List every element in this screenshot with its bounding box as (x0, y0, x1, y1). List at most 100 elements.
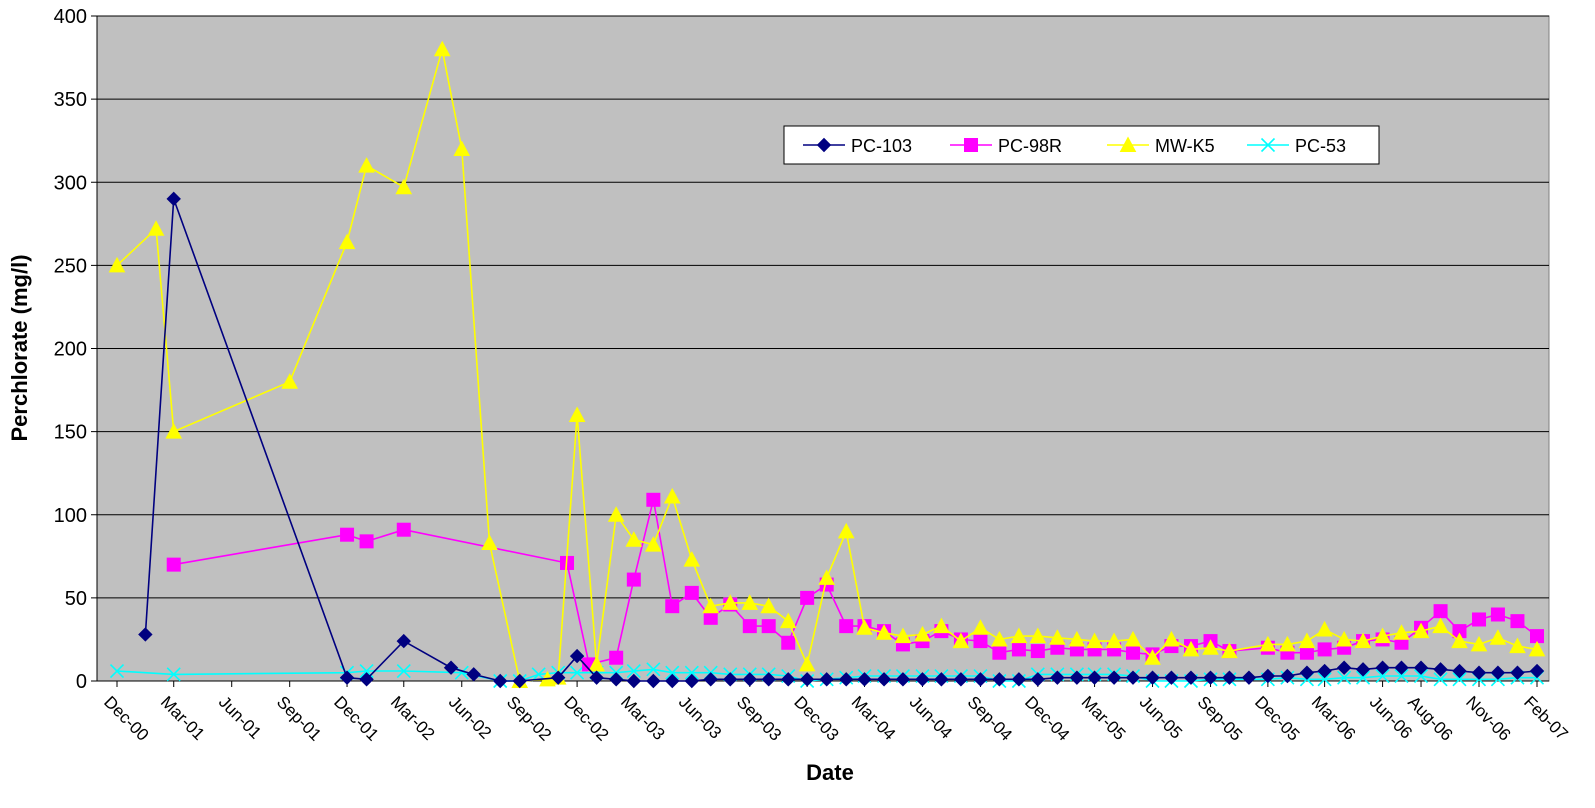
marker-triangle (1202, 639, 1219, 655)
marker-triangle (1489, 629, 1507, 645)
marker-triangle (1509, 637, 1526, 654)
marker-triangle (741, 594, 759, 610)
marker-diamond (550, 670, 566, 685)
y-tick-label: 100 (54, 505, 87, 527)
marker-triangle (147, 220, 165, 236)
y-tick-label: 250 (54, 255, 87, 277)
marker-x (109, 663, 125, 679)
x-tick-label: Mar-03 (617, 692, 669, 744)
marker-triangle (481, 534, 498, 551)
marker-diamond (761, 672, 776, 687)
marker-x (646, 662, 661, 677)
marker-square (1317, 642, 1332, 657)
marker-triangle (1259, 635, 1277, 652)
marker-square (1510, 614, 1525, 629)
marker-triangle (1163, 630, 1180, 647)
marker-triangle (1279, 635, 1296, 652)
marker-diamond (1241, 670, 1257, 685)
x-tick-label: Dec-03 (790, 692, 842, 744)
x-tick-label: Sep-02 (503, 692, 555, 744)
marker-diamond (166, 191, 181, 207)
marker-diamond (646, 673, 661, 689)
marker-diamond (1011, 672, 1027, 687)
marker-triangle (358, 157, 375, 173)
marker-diamond (1355, 662, 1371, 677)
marker-triangle (1124, 630, 1142, 647)
marker-diamond (1375, 660, 1390, 675)
marker-x (665, 665, 680, 680)
marker-square (340, 527, 355, 542)
x-tick-label: Mar-01 (157, 692, 209, 744)
marker-triangle (281, 373, 299, 389)
marker-triangle (338, 233, 356, 250)
marker-diamond (1222, 670, 1237, 685)
marker-triangle (818, 569, 836, 585)
marker-triangle (856, 619, 873, 635)
marker-diamond (1394, 660, 1409, 675)
marker-diamond (138, 627, 153, 642)
marker-x (166, 667, 181, 682)
marker-triangle (1086, 632, 1103, 649)
marker-diamond (1069, 670, 1085, 685)
marker-diamond (443, 660, 459, 675)
marker-triangle (433, 40, 451, 57)
marker-triangle (453, 140, 471, 156)
marker-triangle (1393, 624, 1410, 640)
marker-square (1490, 607, 1505, 622)
marker-triangle (395, 178, 413, 195)
marker-diamond (839, 672, 854, 687)
marker-diamond (359, 672, 374, 687)
x-tick-label: Jun-03 (675, 692, 725, 742)
marker-diamond (953, 672, 969, 687)
marker-diamond (742, 672, 757, 687)
marker-triangle (972, 619, 989, 635)
legend: PC-103 PC-98R MW-K5 PC-53 (783, 125, 1380, 165)
marker-triangle (663, 487, 681, 504)
marker-diamond (1413, 660, 1429, 675)
marker-triangle (1470, 635, 1488, 652)
marker-square (166, 557, 181, 572)
marker-x (1355, 670, 1371, 685)
marker-diamond (1299, 665, 1315, 680)
x-tick-label: Nov-06 (1462, 692, 1514, 744)
marker-triangle (721, 594, 739, 610)
y-tick-label: 400 (54, 6, 87, 28)
marker-x (1394, 668, 1409, 684)
marker-square (1530, 629, 1544, 644)
marker-square (1433, 604, 1448, 619)
x-axis-title: Date (806, 760, 854, 785)
x-tick-label: Sep-01 (273, 692, 325, 744)
marker-x (1260, 137, 1276, 153)
x-tick-label: Dec-01 (330, 692, 382, 744)
marker-diamond (1050, 670, 1065, 685)
marker-diamond (396, 633, 411, 649)
marker-triangle (798, 655, 816, 672)
marker-x (570, 665, 585, 680)
y-tick-label: 350 (54, 89, 87, 111)
marker-square (646, 492, 661, 507)
marker-triangle (1049, 629, 1066, 645)
marker-triangle (1432, 617, 1449, 634)
marker-x (454, 665, 469, 680)
marker-x (1433, 672, 1448, 687)
marker-diamond (876, 672, 892, 687)
marker-triangle (914, 625, 931, 642)
marker-diamond (339, 670, 355, 685)
marker-square (684, 585, 699, 600)
x-tick-label: Aug-06 (1404, 692, 1456, 744)
marker-diamond (915, 672, 930, 687)
marker-triangle (875, 624, 893, 640)
marker-triangle (894, 627, 912, 644)
marker-diamond (992, 672, 1007, 687)
marker-square (626, 572, 641, 587)
marker-diamond (973, 672, 988, 687)
series-pc-103 (138, 191, 1545, 689)
marker-x (396, 663, 411, 679)
series-line (116, 668, 1537, 682)
marker-diamond (665, 673, 680, 689)
marker-square (839, 619, 854, 634)
marker-triangle (1335, 630, 1353, 647)
legend-item: PC-53 (1247, 136, 1346, 156)
marker-diamond (703, 672, 718, 687)
marker-triangle (1451, 632, 1468, 649)
